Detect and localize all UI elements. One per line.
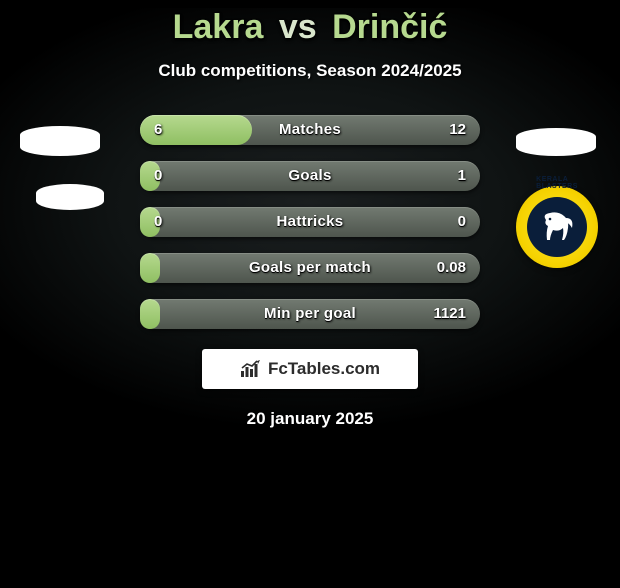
comparison-title: Lakra vs Drinčić [0, 8, 620, 47]
stat-row: Min per goal1121 [140, 299, 480, 329]
stat-value-right: 0.08 [437, 253, 466, 283]
stat-label: Min per goal [140, 299, 480, 329]
player2-badge-placeholder [516, 128, 596, 156]
club-badge-inner [527, 197, 587, 257]
stat-label: Goals per match [140, 253, 480, 283]
stat-value-right: 1 [458, 161, 466, 191]
brand-chart-icon [240, 359, 262, 379]
subtitle: Club competitions, Season 2024/2025 [0, 61, 620, 81]
club-badge-text: KERALA BLASTERS [536, 176, 578, 190]
stat-value-right: 0 [458, 207, 466, 237]
club-badge: KERALA BLASTERS [516, 186, 598, 268]
stat-label: Matches [140, 115, 480, 145]
stat-label: Hattricks [140, 207, 480, 237]
brand-text: FcTables.com [268, 359, 380, 379]
stat-value-right: 1121 [433, 299, 466, 329]
stat-value-right: 12 [449, 115, 466, 145]
stat-label: Goals [140, 161, 480, 191]
stat-row: 0Hattricks0 [140, 207, 480, 237]
date-label: 20 january 2025 [0, 409, 620, 429]
player1-name: Lakra [173, 8, 264, 46]
stat-row: 6Matches12 [140, 115, 480, 145]
player1-badge-placeholder-2 [36, 184, 104, 210]
player1-badge-placeholder [20, 126, 100, 156]
player2-name: Drinčić [332, 8, 447, 46]
stat-row: 0Goals1 [140, 161, 480, 191]
brand-badge: FcTables.com [202, 349, 418, 389]
stat-row: Goals per match0.08 [140, 253, 480, 283]
vs-label: vs [279, 8, 317, 46]
elephant-icon [536, 206, 578, 248]
